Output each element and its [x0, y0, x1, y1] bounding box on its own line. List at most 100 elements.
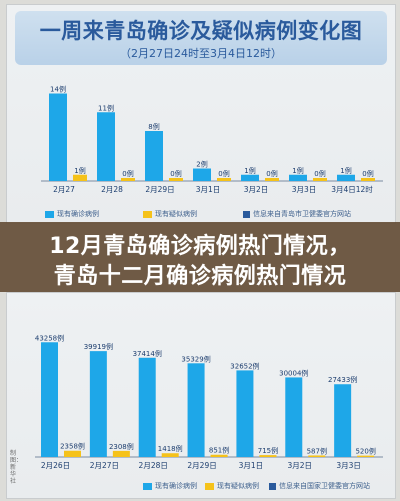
x-tick-label: 3月1日 — [239, 461, 264, 470]
label-suspected: 715例 — [258, 446, 278, 455]
source-icon-bottom — [269, 482, 276, 490]
label-suspected: 1418例 — [158, 444, 183, 453]
bar-suspected — [121, 178, 135, 181]
bar-confirmed — [241, 174, 259, 181]
bar-confirmed — [285, 377, 303, 457]
bar-confirmed — [289, 174, 307, 181]
top-chart-panel: 一周来青岛确诊及疑似病例变化图 （2月27日24时至3月4日12时） 14例 1例… — [6, 4, 396, 224]
label-confirmed: 1例 — [292, 166, 303, 175]
x-tick-label: 2月27 — [53, 185, 75, 194]
bar-suspected — [217, 178, 231, 181]
label-confirmed: 30004例 — [279, 368, 308, 377]
top-source: 信息来自青岛市卫健委官方网站 — [243, 209, 351, 219]
bottom-bar-chart: 43258例 2358例 2月26日 39919例 2308例 2月27日 37414例 14… — [35, 333, 383, 470]
top-chart-title: 一周来青岛确诊及疑似病例变化图 — [39, 19, 363, 43]
suspected-swatch-bottom — [205, 482, 214, 490]
bar-confirmed — [138, 357, 156, 457]
bottom-source-label: 信息来自国家卫健委官方网站 — [279, 482, 370, 490]
bar-confirmed — [89, 351, 107, 457]
x-tick-label: 3月4日12时 — [331, 184, 373, 194]
bar-suspected — [210, 454, 228, 457]
label-confirmed: 27433例 — [328, 375, 357, 384]
bar-confirmed — [145, 131, 163, 181]
bottom-chart-panel: 43258例 2358例 2月26日 39919例 2308例 2月27日 37414例 14… — [6, 292, 396, 499]
x-tick-label: 3月3日 — [336, 461, 361, 470]
label-suspected: 851例 — [209, 446, 229, 455]
label-confirmed: 35329例 — [181, 354, 210, 363]
legend-confirmed: 现有确诊病例 — [45, 209, 99, 219]
source-icon — [243, 210, 250, 218]
bar-confirmed — [236, 370, 254, 457]
label-confirmed: 32652例 — [230, 361, 259, 370]
headline-line-2: 青岛十二月确诊病例热门情况 — [53, 264, 347, 289]
top-chart-title-box: 一周来青岛确诊及疑似病例变化图 （2月27日24时至3月4日12时） — [15, 11, 387, 65]
legend-suspected-label: 现有疑似病例 — [155, 210, 197, 218]
bottom-chart-legend: 现有确诊病例 现有疑似病例 信息来自国家卫健委官方网站 — [7, 481, 395, 493]
suspected-swatch — [143, 210, 152, 218]
bar-suspected — [265, 178, 279, 181]
top-chart-subtitle: （2月27日24时至3月4日12时） — [120, 47, 282, 60]
label-confirmed: 8例 — [148, 122, 159, 131]
x-tick-label: 2月28 — [101, 185, 123, 194]
bar-confirmed — [337, 174, 355, 181]
confirmed-swatch-bottom — [143, 482, 152, 490]
x-tick-label: 3月1日 — [196, 185, 221, 194]
legend-confirmed-bottom: 现有确诊病例 — [143, 481, 197, 491]
legend-suspected-bottom: 现有疑似病例 — [205, 481, 259, 491]
x-tick-label: 2月26日 — [41, 461, 70, 470]
bar-suspected — [161, 453, 179, 457]
label-suspected: 2358例 — [60, 442, 85, 451]
bar-suspected — [357, 455, 375, 457]
bar-confirmed — [193, 168, 211, 181]
x-tick-label: 3月2日 — [244, 185, 269, 194]
label-confirmed: 1例 — [340, 166, 351, 175]
legend-suspected-bottom-label: 现有疑似病例 — [217, 482, 259, 490]
bar-confirmed — [334, 384, 352, 457]
label-confirmed: 1例 — [244, 166, 255, 175]
label-suspected: 0例 — [362, 169, 373, 178]
label-suspected: 2308例 — [109, 442, 134, 451]
bottom-source: 信息来自国家卫健委官方网站 — [269, 481, 370, 491]
label-suspected: 520例 — [355, 447, 375, 456]
headline-line-1: 12月青岛确诊病例热门情况， — [49, 234, 351, 259]
bar-confirmed — [97, 112, 115, 181]
bar-suspected — [313, 178, 327, 181]
bar-suspected — [64, 450, 81, 457]
side-note: 制图：新华社 — [10, 450, 23, 485]
label-confirmed: 2例 — [196, 160, 207, 169]
label-suspected: 1例 — [74, 166, 85, 175]
bar-confirmed — [187, 363, 205, 457]
label-confirmed: 39919例 — [84, 342, 113, 351]
label-suspected: 0例 — [314, 169, 325, 178]
bar-suspected — [112, 450, 130, 457]
legend-confirmed-bottom-label: 现有确诊病例 — [155, 482, 197, 490]
label-suspected: 0例 — [218, 169, 229, 178]
x-tick-label: 3月2日 — [288, 461, 313, 470]
bar-suspected — [169, 178, 183, 181]
bar-suspected — [259, 455, 277, 457]
x-tick-label: 2月29日 — [145, 185, 174, 194]
x-tick-label: 2月28日 — [139, 461, 168, 470]
label-confirmed: 43258例 — [35, 333, 64, 342]
label-confirmed: 14例 — [50, 85, 66, 94]
label-confirmed: 37414例 — [133, 349, 162, 358]
bar-confirmed — [49, 93, 67, 181]
top-source-label: 信息来自青岛市卫健委官方网站 — [253, 210, 351, 218]
bar-suspected — [73, 174, 87, 181]
label-suspected: 0例 — [266, 169, 277, 178]
label-suspected: 587例 — [307, 446, 327, 455]
x-tick-label: 3月3日 — [292, 185, 317, 194]
label-suspected: 0例 — [170, 169, 181, 178]
bar-suspected — [361, 178, 375, 181]
bar-suspected — [308, 455, 326, 457]
headline-banner: 12月青岛确诊病例热门情况， 青岛十二月确诊病例热门情况 — [0, 222, 400, 292]
top-bar-chart: 14例 1例 2月27 11例 0例 2月28 8例 0例 2月29日 2例 0例 3月1日 1例 0例 3… — [41, 85, 383, 194]
top-chart-legend: 现有确诊病例 现有疑似病例 信息来自青岛市卫健委官方网站 — [7, 209, 395, 221]
confirmed-swatch — [45, 210, 54, 218]
label-confirmed: 11例 — [98, 103, 114, 112]
legend-suspected: 现有疑似病例 — [143, 209, 197, 219]
bar-confirmed — [41, 342, 58, 457]
x-tick-label: 2月27日 — [90, 461, 119, 470]
x-tick-label: 2月29日 — [187, 461, 216, 470]
legend-confirmed-label: 现有确诊病例 — [57, 210, 99, 218]
